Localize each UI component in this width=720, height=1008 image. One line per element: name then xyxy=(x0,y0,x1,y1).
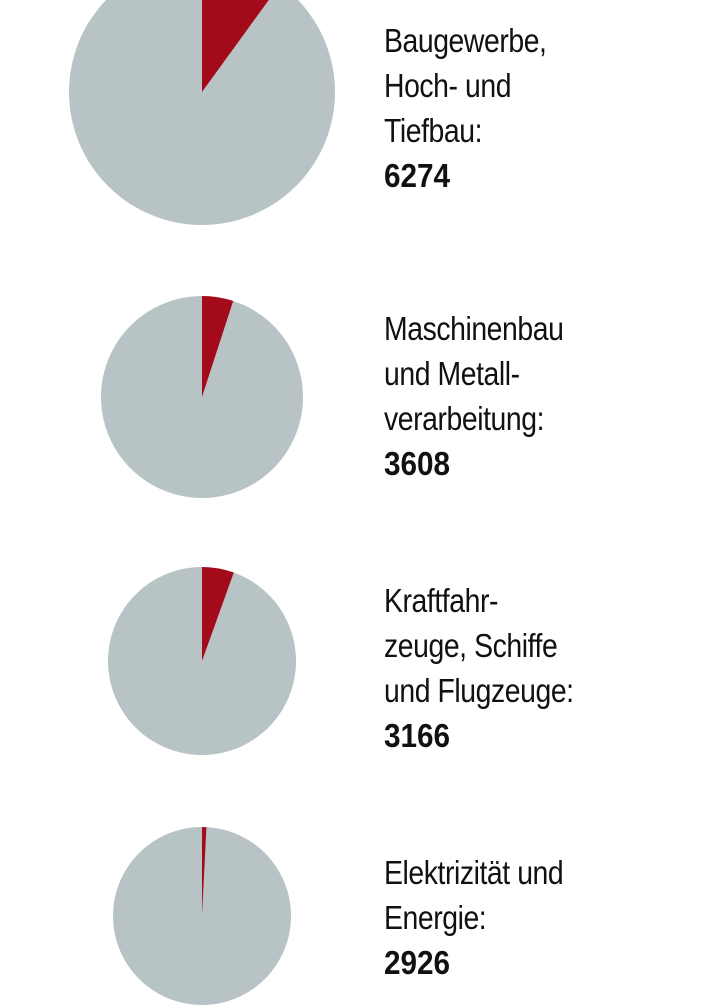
pie-slice-rest xyxy=(69,0,335,225)
pie-slice-share xyxy=(202,0,269,92)
pie-chart-maschinenbau xyxy=(100,296,303,498)
pie-slice-share xyxy=(202,827,207,916)
category-label-line: und Flugzeuge: xyxy=(384,672,574,709)
category-value: 3166 xyxy=(384,717,451,754)
category-label: Kraftfahr- zeuge, Schiffe und Flugzeuge:… xyxy=(384,578,605,758)
category-label-line: Maschinenbau xyxy=(384,310,564,347)
category-label-line: verarbeitung: xyxy=(384,400,545,437)
pie-slice-share xyxy=(202,296,234,397)
pie-chart-baugewerbe xyxy=(69,0,335,225)
category-value: 3608 xyxy=(384,445,451,482)
pie-slice-share xyxy=(202,567,234,661)
category-value: 2926 xyxy=(384,944,451,981)
category-label-line: Energie: xyxy=(384,899,487,936)
category-value: 6274 xyxy=(384,157,451,194)
category-label-line: zeuge, Schiffe xyxy=(384,627,558,664)
pie-chart-kraftfahrzeuge xyxy=(107,567,296,755)
pie-chart-elektrizitaet xyxy=(113,827,292,1005)
category-label: Maschinenbau und Metall- verarbeitung: 3… xyxy=(384,306,593,486)
category-label: Baugewerbe, Hoch- und Tiefbau: 6274 xyxy=(384,18,573,198)
category-label-line: Baugewerbe, xyxy=(384,22,547,59)
pie-slice-rest xyxy=(100,296,303,498)
category-label-line: Tiefbau: xyxy=(384,112,483,149)
pie-slice-rest xyxy=(107,567,296,755)
category-label-line: Kraftfahr- xyxy=(384,582,498,619)
category-label-line: Elektrizität und xyxy=(384,854,564,891)
category-label-line: Hoch- und xyxy=(384,67,512,104)
category-label-line: und Metall- xyxy=(384,355,520,392)
category-label: Elektrizität und Energie: 2926 xyxy=(384,850,592,985)
